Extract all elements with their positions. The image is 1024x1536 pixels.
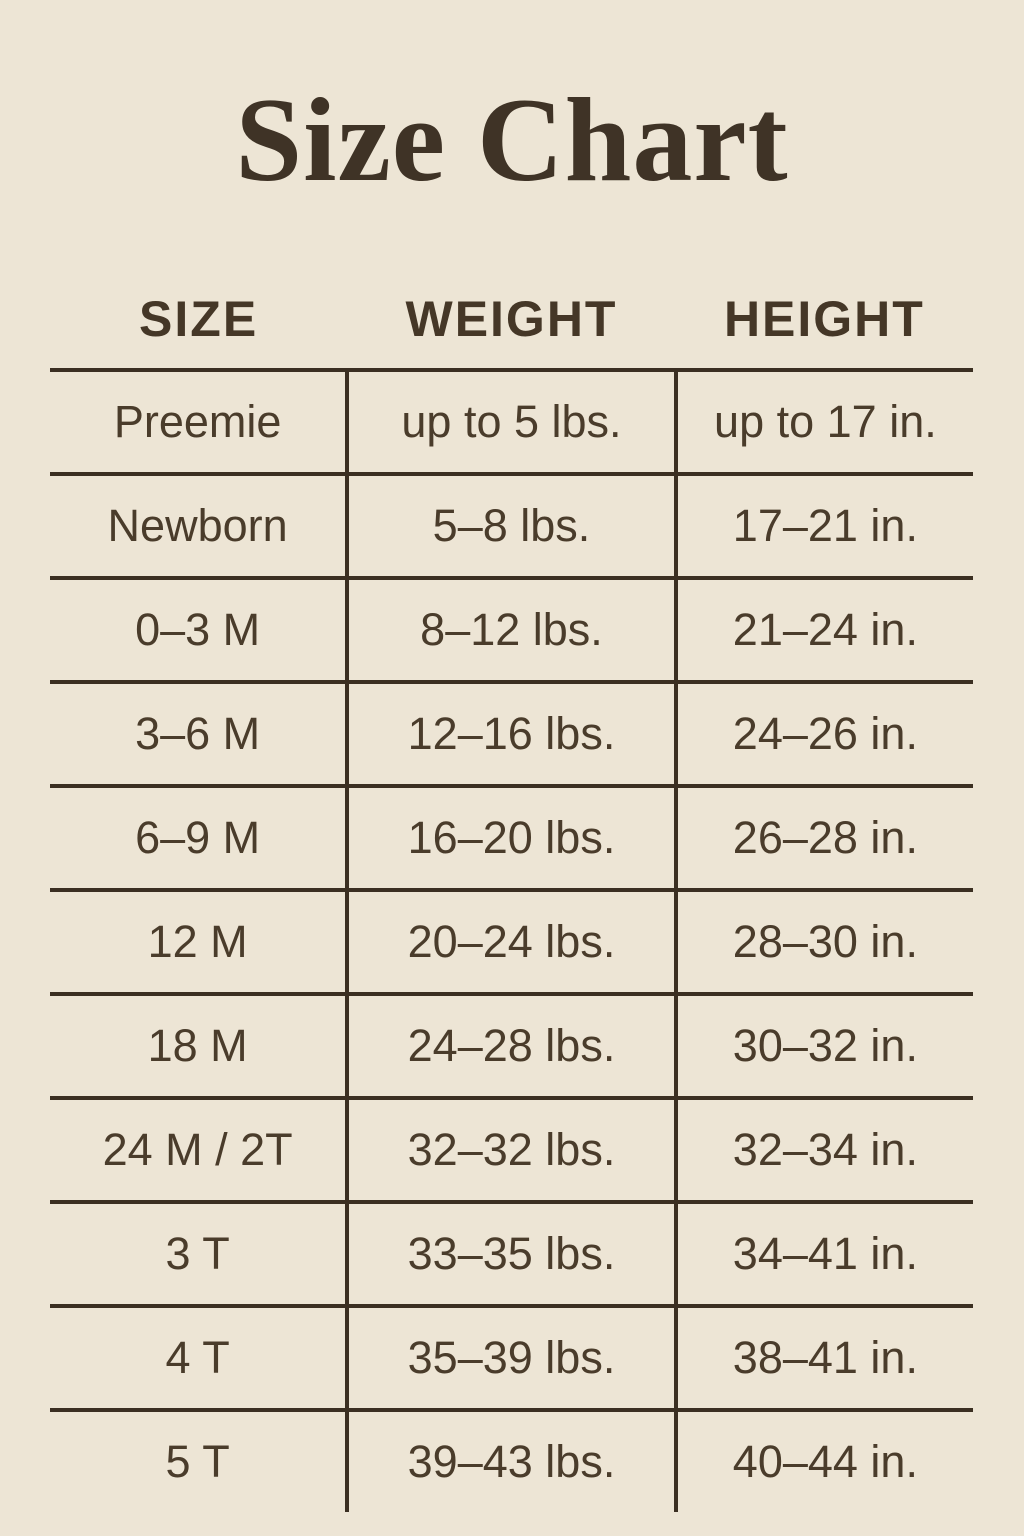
- cell-height: 28–30 in.: [675, 890, 973, 996]
- cell-height: 26–28 in.: [675, 786, 973, 892]
- cell-size: 12 M: [50, 890, 348, 996]
- cell-height: 38–41 in.: [675, 1306, 973, 1412]
- cell-weight: 12–16 lbs.: [345, 682, 678, 788]
- cell-weight: 5–8 lbs.: [345, 474, 678, 580]
- cell-size: 6–9 M: [50, 786, 348, 892]
- cell-size: Preemie: [50, 370, 348, 476]
- cell-weight: 24–28 lbs.: [345, 994, 678, 1100]
- page-title: Size Chart: [235, 73, 789, 206]
- column-header-weight: WEIGHT: [347, 270, 676, 372]
- cell-weight: 20–24 lbs.: [345, 890, 678, 996]
- cell-height: 24–26 in.: [675, 682, 973, 788]
- cell-height: 34–41 in.: [675, 1202, 973, 1308]
- cell-weight: 16–20 lbs.: [345, 786, 678, 892]
- cell-size: 3–6 M: [50, 682, 348, 788]
- table-row: Newborn 5–8 lbs. 17–21 in.: [50, 474, 973, 580]
- cell-height: 32–34 in.: [675, 1098, 973, 1204]
- table-row: 4 T 35–39 lbs. 38–41 in.: [50, 1306, 973, 1412]
- cell-size: 4 T: [50, 1306, 348, 1412]
- cell-height: 30–32 in.: [675, 994, 973, 1100]
- table-header-row: SIZE WEIGHT HEIGHT: [50, 270, 973, 372]
- cell-height: 17–21 in.: [675, 474, 973, 580]
- cell-size: 0–3 M: [50, 578, 348, 684]
- cell-weight: 8–12 lbs.: [345, 578, 678, 684]
- cell-weight: 33–35 lbs.: [345, 1202, 678, 1308]
- size-chart-table: SIZE WEIGHT HEIGHT Preemie up to 5 lbs. …: [50, 270, 973, 1512]
- table-row: 6–9 M 16–20 lbs. 26–28 in.: [50, 786, 973, 892]
- cell-weight: up to 5 lbs.: [345, 370, 678, 476]
- cell-size: 24 M / 2T: [50, 1098, 348, 1204]
- table-row: 24 M / 2T 32–32 lbs. 32–34 in.: [50, 1098, 973, 1204]
- cell-weight: 39–43 lbs.: [345, 1410, 678, 1512]
- table-row: 0–3 M 8–12 lbs. 21–24 in.: [50, 578, 973, 684]
- cell-size: 5 T: [165, 1436, 230, 1487]
- table-row: 5 T 39–43 lbs. 40–44 in.: [50, 1410, 973, 1512]
- cell-size: Newborn: [50, 474, 348, 580]
- column-header-height: HEIGHT: [675, 270, 973, 372]
- table-row: 12 M 20–24 lbs. 28–30 in.: [50, 890, 973, 996]
- cell-weight: 32–32 lbs.: [345, 1098, 678, 1204]
- cell-height: 40–44 in.: [732, 1436, 918, 1487]
- column-header-size: SIZE: [50, 270, 348, 372]
- table-row: 3–6 M 12–16 lbs. 24–26 in.: [50, 682, 973, 788]
- table-row: 18 M 24–28 lbs. 30–32 in.: [50, 994, 973, 1100]
- cell-height: 21–24 in.: [675, 578, 973, 684]
- cell-height: up to 17 in.: [675, 370, 973, 476]
- table-row: 3 T 33–35 lbs. 34–41 in.: [50, 1202, 973, 1308]
- table-row: Preemie up to 5 lbs. up to 17 in.: [50, 370, 973, 476]
- cell-size: 3 T: [50, 1202, 348, 1308]
- cell-weight: 35–39 lbs.: [345, 1306, 678, 1412]
- cell-size: 18 M: [50, 994, 348, 1100]
